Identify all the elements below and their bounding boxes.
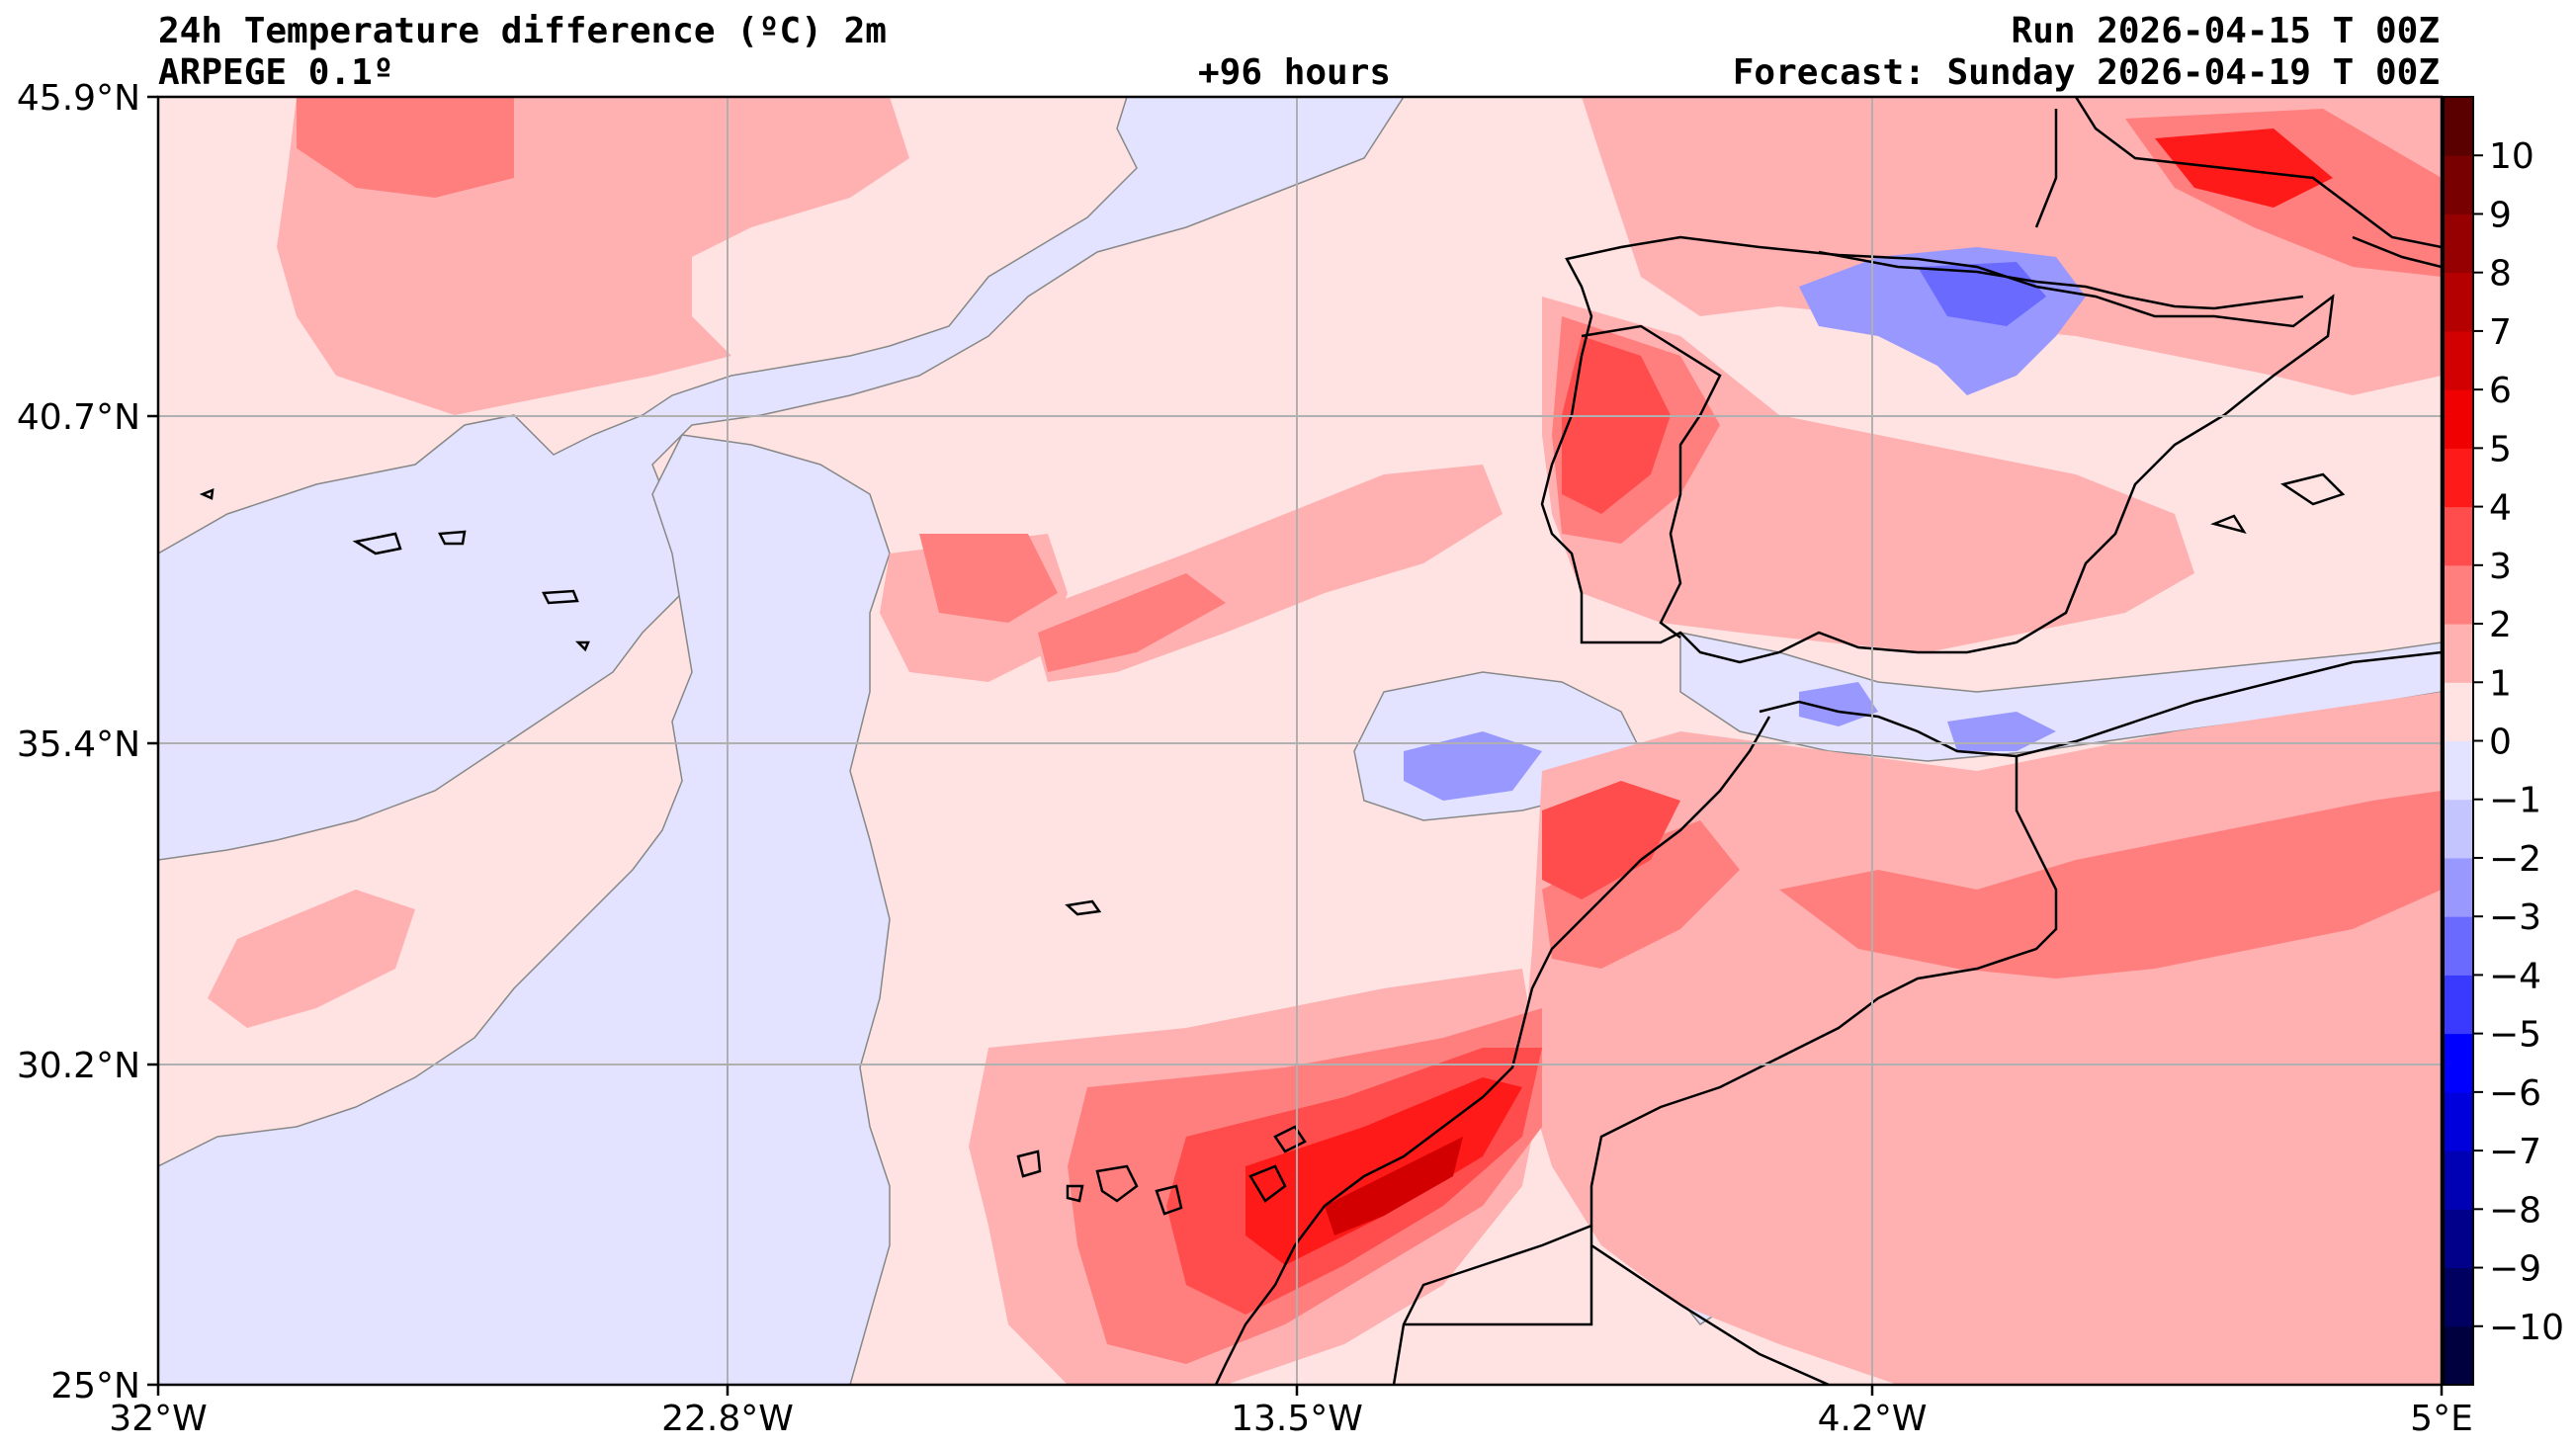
colorbar-swatch (2444, 682, 2473, 741)
colorbar-swatch (2444, 1325, 2473, 1386)
colorbar-swatch (2444, 213, 2473, 274)
colorbar-swatch (2444, 1033, 2473, 1093)
colorbar-swatch (2444, 389, 2473, 449)
colorbar-swatch (2444, 330, 2473, 390)
negative-zone (158, 434, 891, 1385)
x-tick-label: 4.2°W (1818, 1399, 1928, 1439)
colorbar-swatch (2444, 155, 2473, 214)
colorbar-swatch (2444, 1267, 2473, 1327)
map-frame (156, 95, 2444, 1387)
colorbar-label: −2 (2489, 839, 2541, 880)
y-tick-labels: 45.9°N 40.7°N 35.4°N 30.2°N 25°N (17, 78, 140, 1406)
colorbar-label: 5 (2489, 429, 2512, 469)
colorbar-label: −4 (2489, 956, 2541, 996)
colorbar-label: 4 (2489, 488, 2512, 529)
colorbar-swatch (2444, 624, 2473, 683)
colorbar-label: 1 (2489, 663, 2512, 704)
colorbar-label: 10 (2489, 136, 2534, 177)
colorbar-swatch (2444, 448, 2473, 508)
coastline (199, 97, 2442, 1385)
colorbar-label: 9 (2489, 195, 2512, 235)
colorbar-label: −9 (2489, 1249, 2541, 1290)
negative-zone (1679, 632, 2442, 762)
colorbar-label: −3 (2489, 897, 2541, 938)
colorbar-label: 8 (2489, 254, 2512, 295)
map-title: 24h Temperature difference (ºC) 2m (158, 11, 887, 51)
colorbar-label: −5 (2489, 1015, 2541, 1056)
forecast-label: Forecast: Sunday 2026-04-19 T 00Z (1732, 52, 2440, 93)
colorbar-swatch (2444, 97, 2473, 156)
colorbar-swatch (2444, 564, 2473, 625)
y-tick-label: 35.4°N (17, 724, 140, 765)
colorbar-label: 7 (2489, 312, 2512, 353)
x-tick-labels: 32°W 22.8°W 13.5°W 4.2°W 5°E (109, 1399, 2473, 1439)
run-label: Run 2026-04-15 T 00Z (2011, 11, 2440, 51)
negative-zone (158, 97, 1405, 861)
y-tick-label: 25°N (50, 1366, 140, 1406)
colorbar-label: 6 (2489, 371, 2512, 411)
colorbar-label: −7 (2489, 1132, 2541, 1172)
axis-ticks (147, 95, 2444, 1396)
y-tick-label: 40.7°N (17, 397, 140, 438)
x-tick-label: 5°E (2410, 1399, 2473, 1439)
x-tick-label: 22.8°W (661, 1399, 794, 1439)
colorbar-swatch (2444, 1150, 2473, 1210)
model-label: ARPEGE 0.1º (158, 52, 394, 93)
lead-time-label: +96 hours (1198, 52, 1392, 93)
y-tick-label: 30.2°N (17, 1046, 140, 1086)
colorbar-swatch (2444, 1209, 2473, 1269)
colorbar-label: −8 (2489, 1190, 2541, 1231)
colorbar-swatch (2444, 740, 2473, 801)
colorbar-swatch (2444, 975, 2473, 1035)
colorbar-label: 2 (2489, 605, 2512, 645)
colorbar-swatch (2444, 857, 2473, 917)
colorbar-swatch (2444, 1091, 2473, 1151)
colorbar-label: −10 (2489, 1308, 2564, 1348)
colorbar-label: −6 (2489, 1073, 2541, 1114)
colorbar-swatch (2444, 799, 2473, 859)
colorbar-swatch (2444, 916, 2473, 976)
colorbar-swatch (2444, 272, 2473, 332)
x-tick-label: 13.5°W (1231, 1399, 1363, 1439)
colorbar-label: −1 (2489, 781, 2541, 821)
colorbar-label: 3 (2489, 547, 2512, 587)
colorbar-label: 0 (2489, 723, 2512, 763)
colorbar-swatch (2444, 506, 2473, 566)
x-tick-label: 32°W (109, 1399, 207, 1439)
temperature-field (158, 97, 2442, 1385)
grid (158, 97, 2442, 1385)
y-tick-label: 45.9°N (17, 78, 140, 119)
